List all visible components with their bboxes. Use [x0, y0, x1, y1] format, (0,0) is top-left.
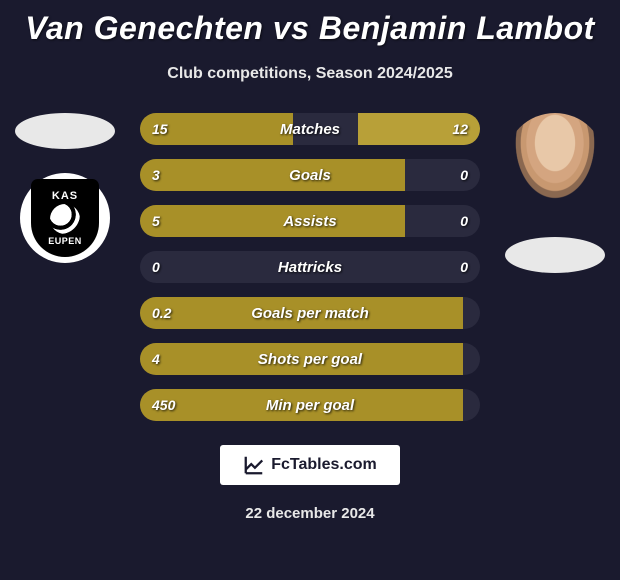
- player2-column: [500, 113, 610, 273]
- stat-bar-label: Matches: [140, 113, 480, 145]
- stat-bar-right-value: 0: [460, 205, 468, 237]
- stat-bar-left-value: 3: [152, 159, 160, 191]
- stat-bar-left-value: 15: [152, 113, 168, 145]
- stat-bar-row: Assists5 0: [140, 205, 480, 237]
- player1-club-badge: KAS EUPEN: [20, 173, 110, 263]
- brand-logo[interactable]: FcTables.com: [220, 445, 400, 485]
- stat-bar-left-value: 0: [152, 251, 160, 283]
- stat-bars-container: Matches1512Goals30Assists50Hattricks00Go…: [140, 113, 480, 421]
- stat-bar-left-value: 5: [152, 205, 160, 237]
- chart-icon: [243, 454, 265, 476]
- stat-bar-label: Goals: [140, 159, 480, 191]
- stat-bar-row: Shots per goal4: [140, 343, 480, 375]
- stat-bar-row: Hattricks0 0: [140, 251, 480, 283]
- club-badge-text-top: KAS: [52, 190, 78, 202]
- stat-bar-label: Hattricks: [140, 251, 480, 283]
- club-badge-ball-icon: [50, 204, 80, 234]
- stat-bar-left-value: 4: [152, 343, 160, 375]
- stat-bar-left-value: 450: [152, 389, 175, 421]
- brand-text: FcTables.com: [271, 456, 377, 474]
- comparison-content: KAS EUPEN Matches1512Goals30Assists50Hat…: [0, 113, 620, 421]
- player2-photo: [505, 113, 605, 213]
- stat-bar-label: Min per goal: [140, 389, 480, 421]
- stat-bar-label: Shots per goal: [140, 343, 480, 375]
- stat-bar-row: Goals3 0: [140, 159, 480, 191]
- stat-bar-right-value: 12: [452, 113, 468, 145]
- player1-column: KAS EUPEN: [10, 113, 120, 263]
- stat-bar-row: Goals per match0.2: [140, 297, 480, 329]
- footer-date: 22 december 2024: [0, 505, 620, 522]
- club-badge-text-bottom: EUPEN: [48, 236, 82, 246]
- stat-bar-label: Assists: [140, 205, 480, 237]
- stat-bar-label: Goals per match: [140, 297, 480, 329]
- stat-bar-row: Matches15 12: [140, 113, 480, 145]
- club-badge-shield: KAS EUPEN: [31, 179, 99, 257]
- stat-bar-left-value: 0.2: [152, 297, 171, 329]
- stat-bar-right-value: 0: [460, 159, 468, 191]
- stat-bar-right-value: 0: [460, 251, 468, 283]
- player1-placeholder-ellipse: [15, 113, 115, 149]
- subtitle: Club competitions, Season 2024/2025: [0, 65, 620, 83]
- page-title: Van Genechten vs Benjamin Lambot: [0, 0, 620, 47]
- player2-placeholder-ellipse: [505, 237, 605, 273]
- stat-bar-row: Min per goal450: [140, 389, 480, 421]
